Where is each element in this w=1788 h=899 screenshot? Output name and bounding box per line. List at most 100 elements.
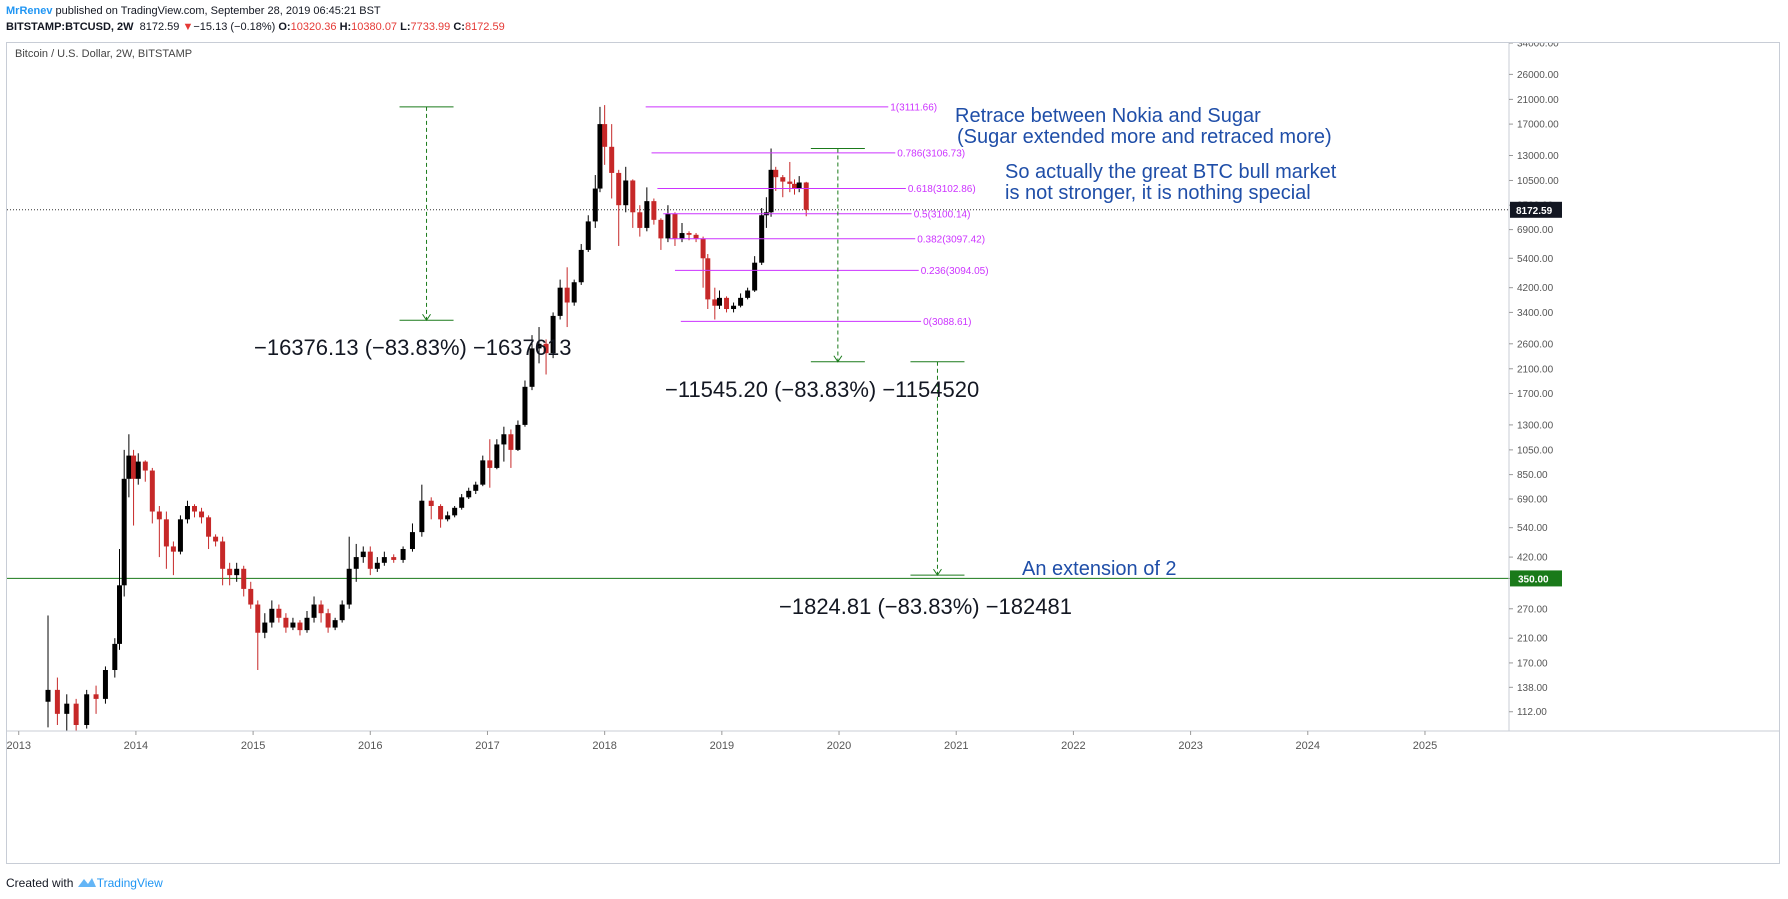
candle-body [705, 258, 711, 300]
candle-body [206, 517, 212, 537]
x-tick-label: 2023 [1178, 740, 1202, 752]
candle-body [522, 386, 528, 425]
candle-body [651, 201, 657, 220]
candle-body [616, 172, 622, 206]
candle-body [602, 124, 608, 147]
y-tick-label: 170.00 [1517, 658, 1548, 669]
candle-body [142, 461, 148, 471]
created-with-text: Created with [6, 876, 74, 890]
candle-body [592, 188, 598, 222]
y-tick-label: 270.00 [1517, 604, 1548, 615]
candle-body [787, 181, 793, 184]
x-tick-label: 2013 [7, 740, 31, 752]
candle-body [630, 180, 636, 213]
candle-body [686, 233, 692, 235]
y-tick-label: 2100.00 [1517, 364, 1554, 375]
candle-body [149, 470, 155, 512]
x-tick-label: 2024 [1296, 740, 1320, 752]
down-arrow-icon: ▼ [182, 21, 194, 33]
candle-body [346, 568, 352, 605]
candle-body [597, 124, 603, 189]
candle-body [45, 689, 51, 702]
candle-body [304, 617, 310, 631]
y-tick-label: 210.00 [1517, 634, 1548, 645]
candle-body [501, 434, 507, 445]
author-link[interactable]: MrRenev [6, 5, 53, 17]
candle-body [73, 703, 79, 725]
close-label: C: [453, 21, 465, 33]
fib-level-label: 0.236(3094.05) [921, 266, 989, 277]
y-tick-label: 850.00 [1517, 470, 1548, 481]
candle-body [367, 551, 373, 569]
candle-body [163, 519, 169, 547]
annotation-text: (Sugar extended more and retraced more) [957, 126, 1332, 148]
measure-arrow-head [833, 355, 843, 363]
candle-body [234, 568, 240, 576]
measure-label: −11545.20 (−83.83%) −1154520 [665, 377, 979, 402]
candle-body [738, 297, 744, 306]
annotation-text: An extension of 2 [1022, 558, 1177, 580]
measure-label: −16376.13 (−83.83%) −1637613 [254, 335, 571, 360]
candle-body [480, 460, 486, 485]
high-value: 10380.07 [351, 21, 398, 33]
candle-body [529, 348, 535, 387]
candle-body [184, 505, 190, 520]
candle-body [84, 694, 90, 725]
candle-body [494, 444, 500, 468]
x-tick-label: 2020 [827, 740, 851, 752]
y-tick-label: 1050.00 [1517, 445, 1554, 456]
candle-body [283, 617, 289, 628]
candle-body [290, 622, 296, 628]
candle-body [311, 604, 317, 618]
candle-body [297, 622, 303, 631]
candle-body [644, 201, 650, 228]
y-tick-label: 1700.00 [1517, 389, 1554, 400]
y-tick-label: 5400.00 [1517, 254, 1554, 265]
candle-body [773, 169, 779, 178]
candle-body [391, 557, 397, 560]
chart-frame: 1(3111.66) 0.786(3106.73) 0.618(3102.86) 0.… [6, 39, 1780, 864]
candle-body [276, 608, 282, 618]
candle-body [796, 182, 802, 189]
current-price-tag [1510, 201, 1562, 218]
x-tick-label: 2017 [475, 740, 499, 752]
chart-title: Bitcoin / U.S. Dollar, 2W, BITSTAMP [15, 48, 192, 60]
candle-body [487, 460, 493, 468]
x-tick-label: 2014 [124, 740, 148, 752]
candle-body [121, 478, 127, 586]
candle-body [745, 290, 751, 298]
candle-body [578, 249, 584, 283]
x-tick-label: 2021 [944, 740, 968, 752]
tradingview-brand[interactable]: TradingView [96, 876, 163, 890]
y-tick-label: 2600.00 [1517, 339, 1554, 350]
y-tick-label: 690.00 [1517, 495, 1548, 506]
candle-body [724, 297, 730, 310]
y-tick-label: 17000.00 [1517, 120, 1559, 131]
fib-level-label: 0.382(3097.42) [917, 234, 985, 245]
candle-body [112, 643, 118, 671]
symbol-info: BITSTAMP:BTCUSD, 2W 8172.59 ▼−15.13 (−0.… [6, 21, 505, 33]
candle-body [731, 305, 737, 310]
y-tick-label: 13000.00 [1517, 151, 1559, 162]
price-chart[interactable]: 1(3111.66) 0.786(3106.73) 0.618(3102.86) 0.… [6, 39, 1779, 863]
y-tick-label: 6900.00 [1517, 225, 1554, 236]
candle-body [550, 315, 556, 354]
candle-body [752, 262, 758, 291]
candle-body [262, 622, 268, 633]
candle-body [609, 146, 615, 173]
candle-body [325, 613, 331, 628]
candle-body [700, 238, 706, 259]
candle-body [515, 424, 521, 450]
candle-body [717, 297, 722, 306]
annotation-text: is not stronger, it is nothing special [1005, 182, 1311, 204]
x-tick-label: 2019 [710, 740, 734, 752]
candle-body [102, 670, 108, 699]
candle-body [665, 213, 671, 239]
candle-body [213, 536, 219, 542]
candle-body [131, 455, 137, 479]
candle-body [658, 219, 664, 239]
candle-body [803, 182, 809, 210]
candle-body [374, 562, 380, 569]
candle-body [637, 212, 643, 228]
candle-body [199, 511, 205, 518]
